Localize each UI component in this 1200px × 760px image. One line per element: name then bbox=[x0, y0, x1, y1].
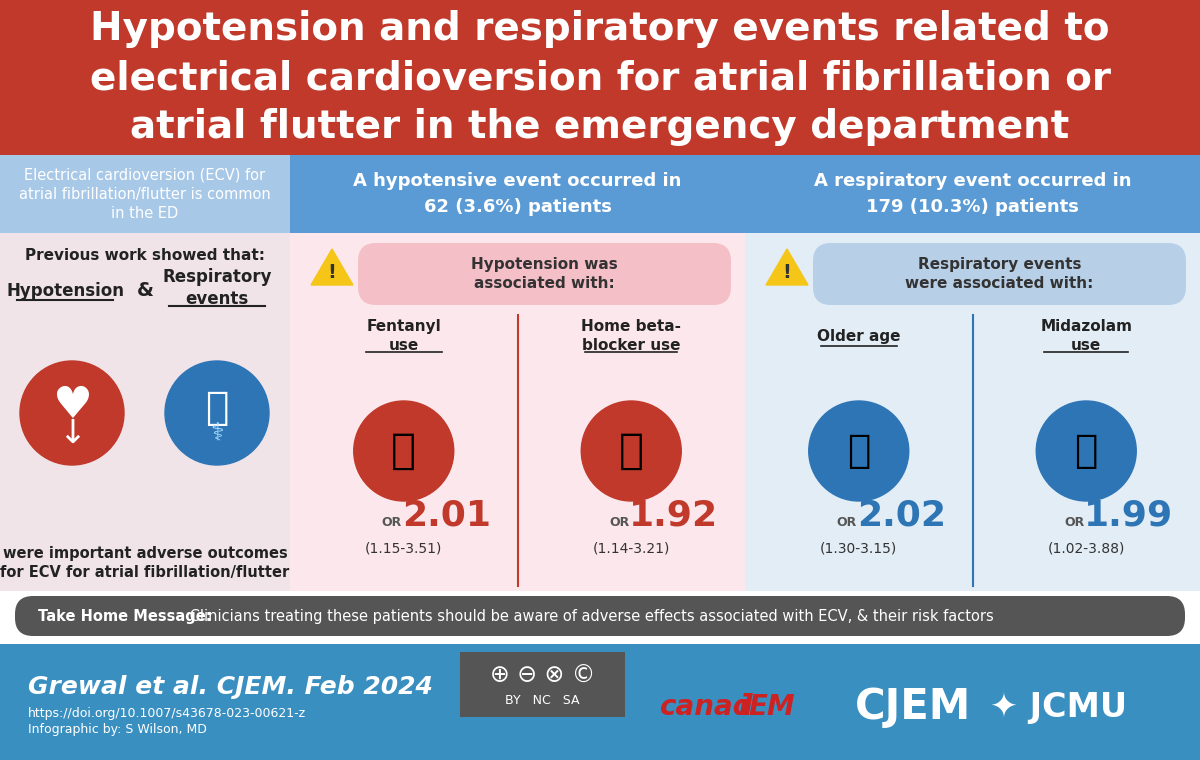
Text: Take Home Message:: Take Home Message: bbox=[38, 609, 211, 623]
Text: EM: EM bbox=[748, 693, 794, 721]
Text: https://doi.org/10.1007/s43678-023-00621-z: https://doi.org/10.1007/s43678-023-00621… bbox=[28, 708, 306, 720]
Text: Respiratory
events: Respiratory events bbox=[162, 268, 271, 308]
Text: 1.99: 1.99 bbox=[1085, 499, 1174, 533]
Text: Electrical cardioversion (ECV) for
atrial fibrillation/flutter is common
in the : Electrical cardioversion (ECV) for atria… bbox=[19, 167, 271, 220]
Circle shape bbox=[809, 401, 908, 501]
Bar bbox=[0, 233, 290, 591]
Circle shape bbox=[166, 361, 269, 465]
Polygon shape bbox=[766, 249, 808, 285]
Text: &: & bbox=[137, 281, 154, 300]
Text: BY   NC   SA: BY NC SA bbox=[505, 693, 580, 707]
Text: canad: canad bbox=[660, 693, 754, 721]
Bar bbox=[0, 155, 290, 233]
FancyBboxPatch shape bbox=[14, 596, 1186, 636]
Text: 👤: 👤 bbox=[205, 389, 229, 427]
Text: A respiratory event occurred in: A respiratory event occurred in bbox=[814, 172, 1132, 190]
Circle shape bbox=[20, 361, 124, 465]
Bar bbox=[290, 155, 745, 233]
Text: Infographic by: S Wilson, MD: Infographic by: S Wilson, MD bbox=[28, 724, 206, 736]
Bar bbox=[0, 644, 1200, 760]
Text: (1.14-3.21): (1.14-3.21) bbox=[593, 542, 670, 556]
Text: 2.02: 2.02 bbox=[857, 499, 946, 533]
Text: 2.01: 2.01 bbox=[402, 499, 491, 533]
Bar bbox=[460, 652, 625, 717]
Bar bbox=[0, 0, 1200, 155]
Text: Midazolam
use: Midazolam use bbox=[1040, 319, 1133, 353]
Text: CJEM: CJEM bbox=[854, 686, 971, 728]
Circle shape bbox=[354, 401, 454, 501]
Text: Older age: Older age bbox=[817, 328, 900, 344]
Text: Home beta-
blocker use: Home beta- blocker use bbox=[581, 319, 682, 353]
Polygon shape bbox=[311, 249, 353, 285]
Text: OR: OR bbox=[1064, 516, 1085, 529]
Text: Previous work showed that:: Previous work showed that: bbox=[25, 248, 265, 262]
Text: 💊: 💊 bbox=[619, 430, 643, 472]
Bar bbox=[745, 233, 1200, 591]
Text: 62 (3.6%) patients: 62 (3.6%) patients bbox=[424, 198, 612, 216]
Text: Hypotension and respiratory events related to
electrical cardioversion for atria: Hypotension and respiratory events relat… bbox=[90, 11, 1110, 145]
Text: 179 (10.3%) patients: 179 (10.3%) patients bbox=[866, 198, 1079, 216]
Text: Hypotension was
associated with:: Hypotension was associated with: bbox=[472, 257, 618, 291]
Text: 1.92: 1.92 bbox=[629, 499, 719, 533]
Text: OR: OR bbox=[610, 516, 629, 529]
Text: 👴: 👴 bbox=[847, 432, 870, 470]
Text: A hypotensive event occurred in: A hypotensive event occurred in bbox=[353, 172, 682, 190]
Text: ✦ JCMU: ✦ JCMU bbox=[990, 691, 1127, 724]
Text: ⚕: ⚕ bbox=[210, 421, 223, 445]
Text: ⊕ ⊖ ⊗ ©: ⊕ ⊖ ⊗ © bbox=[490, 664, 595, 688]
Text: !: ! bbox=[328, 262, 336, 281]
Text: were important adverse outcomes
for ECV for atrial fibrillation/flutter: were important adverse outcomes for ECV … bbox=[0, 546, 289, 581]
FancyBboxPatch shape bbox=[814, 243, 1186, 305]
Text: 🌙: 🌙 bbox=[1074, 432, 1098, 470]
Text: Respiratory events
were associated with:: Respiratory events were associated with: bbox=[905, 257, 1093, 291]
Bar bbox=[745, 155, 1200, 233]
Text: Grewal et al. CJEM. Feb 2024: Grewal et al. CJEM. Feb 2024 bbox=[28, 675, 433, 699]
Bar bbox=[290, 233, 745, 591]
Text: Hypotension: Hypotension bbox=[6, 282, 124, 300]
Text: ↓: ↓ bbox=[58, 416, 86, 449]
Text: OR: OR bbox=[836, 516, 857, 529]
Text: Fentanyl
use: Fentanyl use bbox=[366, 319, 442, 353]
Text: ♥: ♥ bbox=[52, 384, 92, 426]
FancyBboxPatch shape bbox=[358, 243, 731, 305]
Text: i: i bbox=[738, 693, 748, 721]
Text: !: ! bbox=[782, 262, 792, 281]
Text: Clinicians treating these patients should be aware of adverse effects associated: Clinicians treating these patients shoul… bbox=[185, 609, 994, 623]
Circle shape bbox=[1037, 401, 1136, 501]
Text: 💉: 💉 bbox=[391, 430, 416, 472]
Text: (1.02-3.88): (1.02-3.88) bbox=[1048, 542, 1124, 556]
Text: (1.30-3.15): (1.30-3.15) bbox=[820, 542, 898, 556]
Text: OR: OR bbox=[382, 516, 402, 529]
Circle shape bbox=[581, 401, 682, 501]
Text: (1.15-3.51): (1.15-3.51) bbox=[365, 542, 443, 556]
